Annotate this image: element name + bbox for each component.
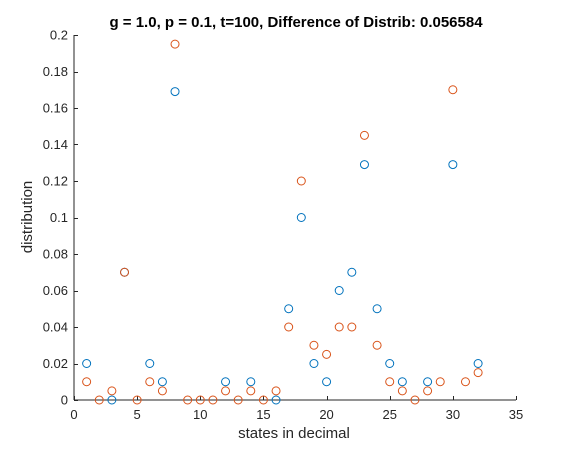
data-point — [221, 377, 231, 387]
x-tick-label: 20 — [319, 407, 333, 422]
data-point — [157, 386, 167, 396]
x-axis-label: states in decimal — [238, 425, 350, 442]
data-point — [448, 160, 458, 170]
data-point — [347, 267, 357, 277]
data-point — [94, 395, 104, 405]
y-tick-label: 0 — [61, 393, 68, 408]
data-point — [233, 395, 243, 405]
series-1-points — [82, 87, 483, 405]
data-point — [372, 340, 382, 350]
data-point — [473, 359, 483, 368]
data-point — [271, 386, 281, 396]
y-axis-ticks: 0 0.02 0.04 0.06 0.08 0.1 0.12 0.14 0.16 0.18 0.2 — [43, 28, 78, 408]
data-point — [183, 395, 193, 405]
series-2-points — [82, 39, 483, 405]
y-axis-label: distribution — [19, 181, 36, 254]
data-point — [82, 359, 92, 368]
y-tick-label: 0.18 — [43, 64, 68, 79]
data-point — [334, 322, 344, 332]
data-point — [359, 160, 369, 170]
data-point — [385, 359, 395, 368]
data-point — [397, 377, 407, 387]
data-point — [170, 39, 180, 49]
data-point — [460, 377, 470, 387]
data-point — [334, 286, 344, 295]
x-tick-label: 25 — [382, 407, 396, 422]
data-point — [372, 304, 382, 314]
x-tick-label: 30 — [446, 407, 460, 422]
data-point — [246, 386, 256, 396]
data-point — [271, 395, 281, 405]
data-point — [296, 176, 306, 186]
y-tick-label: 0.06 — [43, 283, 68, 298]
data-point — [170, 87, 180, 97]
data-point — [107, 395, 117, 405]
data-point — [309, 359, 319, 368]
x-tick-label: 15 — [256, 407, 270, 422]
x-axis-ticks: 0 5 10 15 20 25 30 35 — [70, 396, 523, 422]
data-point — [322, 349, 332, 359]
data-point — [145, 377, 155, 387]
axes — [73, 35, 516, 401]
data-point — [258, 395, 268, 405]
data-point — [284, 322, 294, 332]
x-tick-label: 5 — [134, 407, 141, 422]
data-point — [473, 368, 483, 378]
data-point — [195, 395, 205, 405]
y-tick-label: 0.12 — [43, 174, 68, 189]
y-tick-label: 0.02 — [43, 356, 68, 371]
y-tick-label: 0.2 — [50, 28, 68, 43]
y-tick-label: 0.1 — [50, 210, 68, 225]
data-point — [309, 340, 319, 350]
data-point — [208, 395, 218, 405]
data-point — [82, 377, 92, 387]
data-points — [82, 39, 483, 405]
data-point — [385, 377, 395, 387]
data-point — [322, 377, 332, 387]
y-tick-label: 0.04 — [43, 320, 68, 335]
x-tick-label: 0 — [70, 407, 77, 422]
data-point — [423, 377, 433, 387]
y-tick-label: 0.14 — [43, 137, 68, 152]
data-point — [120, 267, 130, 277]
data-point — [435, 377, 445, 387]
y-tick-label: 0.08 — [43, 247, 68, 262]
data-point — [397, 386, 407, 396]
data-point — [423, 386, 433, 396]
data-point — [296, 213, 306, 222]
chart-title: g = 1.0, p = 0.1, t=100, Difference of D… — [109, 14, 483, 31]
x-tick-label: 10 — [193, 407, 207, 422]
data-point — [347, 322, 357, 332]
data-point — [448, 85, 458, 95]
data-point — [246, 377, 256, 387]
data-point — [132, 395, 142, 405]
data-point — [221, 386, 231, 396]
data-point — [107, 386, 117, 396]
data-point — [410, 395, 420, 405]
y-tick-label: 0.16 — [43, 101, 68, 116]
data-point — [145, 359, 155, 368]
data-point — [157, 377, 167, 387]
data-point — [359, 130, 369, 140]
data-point — [284, 304, 294, 314]
x-tick-label: 35 — [509, 407, 523, 422]
